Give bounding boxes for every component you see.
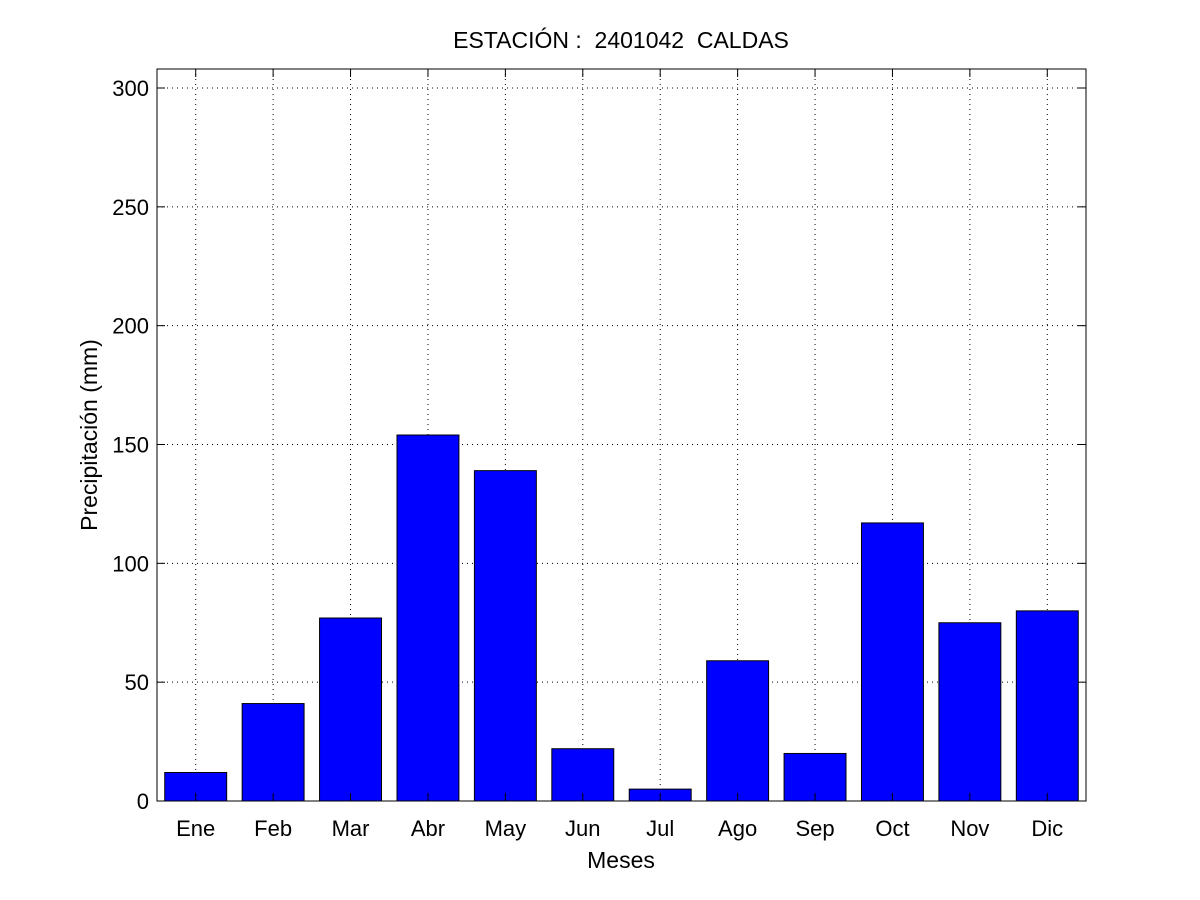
x-tick-label: Dic — [1031, 816, 1063, 841]
y-tick-label: 300 — [112, 76, 149, 101]
plot-frame — [156, 68, 1087, 802]
y-axis-label: Precipitación (mm) — [76, 339, 102, 531]
x-tick-label: Mar — [332, 816, 370, 841]
x-tick-label: Oct — [875, 816, 909, 841]
chart-title: ESTACIÓN : 2401042 CALDAS — [453, 27, 789, 53]
x-tick-label: Nov — [950, 816, 989, 841]
x-tick-label: Ene — [176, 816, 215, 841]
bar-ago — [706, 660, 770, 802]
x-tick-labels: Ene Feb Mar Abr May Jun Jul Ago Sep Oct Nov Dic — [176, 816, 1063, 841]
bar-oct — [860, 522, 924, 802]
y-tick-label: 200 — [112, 314, 149, 339]
x-tick-label: May — [485, 816, 527, 841]
bar-may — [473, 470, 537, 802]
bar-abr — [396, 434, 460, 802]
y-tick-label: 150 — [112, 433, 149, 458]
bars — [164, 434, 1079, 802]
x-axis-label: Meses — [587, 847, 655, 873]
y-tick-label: 0 — [137, 789, 149, 814]
bar-jun — [551, 748, 615, 802]
bar-feb — [241, 703, 305, 802]
y-tick-label: 250 — [112, 195, 149, 220]
plot-background — [157, 69, 1086, 801]
y-tick-label: 50 — [125, 670, 149, 695]
x-tick-label: Ago — [718, 816, 757, 841]
bar-nov — [938, 622, 1002, 802]
x-tick-label: Abr — [411, 816, 445, 841]
axis-ticks — [157, 69, 1086, 802]
bar-dic — [1015, 610, 1079, 802]
x-tick-label: Jun — [565, 816, 600, 841]
y-tick-label: 100 — [112, 551, 149, 576]
x-tick-label: Jul — [646, 816, 674, 841]
bar-mar — [319, 617, 383, 802]
x-tick-label: Sep — [795, 816, 834, 841]
x-tick-label: Feb — [254, 816, 292, 841]
y-tick-labels: 0 50 100 150 200 250 300 — [112, 76, 149, 814]
